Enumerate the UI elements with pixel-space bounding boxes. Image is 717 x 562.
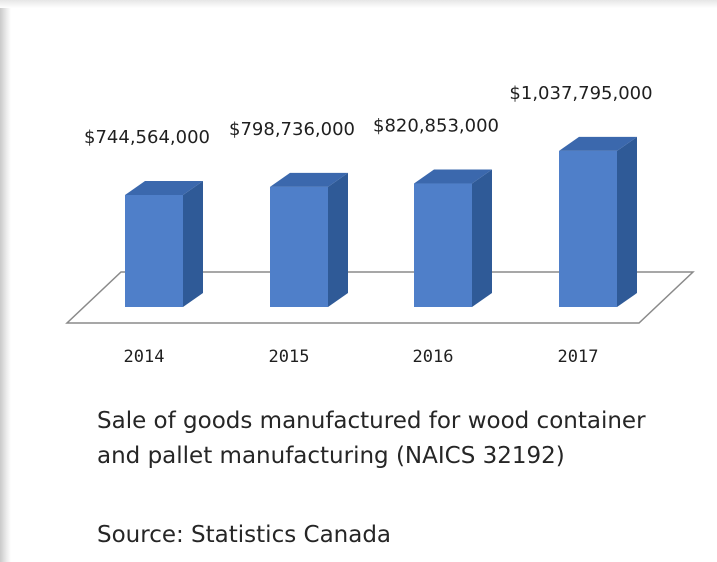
bar-2016 — [414, 169, 492, 307]
tick-label-2016: 2016 — [413, 347, 454, 367]
bar-front-2017 — [559, 150, 617, 307]
bar-side-2014 — [183, 181, 203, 307]
bar-2014 — [125, 181, 203, 307]
tick-labels-group: 2014 2015 2016 2017 — [124, 347, 599, 367]
tick-label-2015: 2015 — [269, 347, 310, 367]
bar-side-2015 — [328, 172, 348, 307]
bar-top-2014 — [125, 181, 203, 195]
tick-label-2017: 2017 — [558, 347, 599, 367]
source-note: Source: Statistics Canada — [97, 522, 392, 548]
data-label-2017: $1,037,795,000 — [509, 83, 652, 104]
caption-line-2: and pallet manufacturing (NAICS 32192) — [97, 443, 565, 469]
data-label-2016: $820,853,000 — [373, 116, 499, 137]
bars-group — [125, 136, 637, 307]
bar-front-2016 — [414, 183, 472, 307]
data-label-2014: $744,564,000 — [84, 127, 210, 148]
bar-top-2015 — [270, 172, 348, 187]
tick-label-2014: 2014 — [124, 347, 165, 367]
bar-2015 — [270, 172, 348, 307]
bar-side-2016 — [472, 169, 492, 307]
value-labels-group: $744,564,000 $798,736,000 $820,853,000 $1,0… — [84, 83, 653, 148]
chart-caption: Sale of goods manufactured for wood cont… — [97, 404, 707, 474]
data-label-2015: $798,736,000 — [229, 119, 355, 140]
frame-shadow-top — [0, 0, 717, 8]
bar-chart: $744,564,000 $798,736,000 $820,853,000 $1,0… — [65, 83, 695, 367]
bar-side-2017 — [617, 136, 637, 307]
bar-front-2014 — [125, 195, 183, 307]
chart-floor — [65, 271, 695, 324]
bar-front-2015 — [270, 186, 328, 307]
bar-top-2017 — [559, 136, 637, 151]
caption-line-1: Sale of goods manufactured for wood cont… — [97, 408, 646, 434]
bar-top-2016 — [414, 169, 492, 184]
bar-2017 — [559, 136, 637, 307]
frame-shadow-left — [0, 0, 11, 562]
